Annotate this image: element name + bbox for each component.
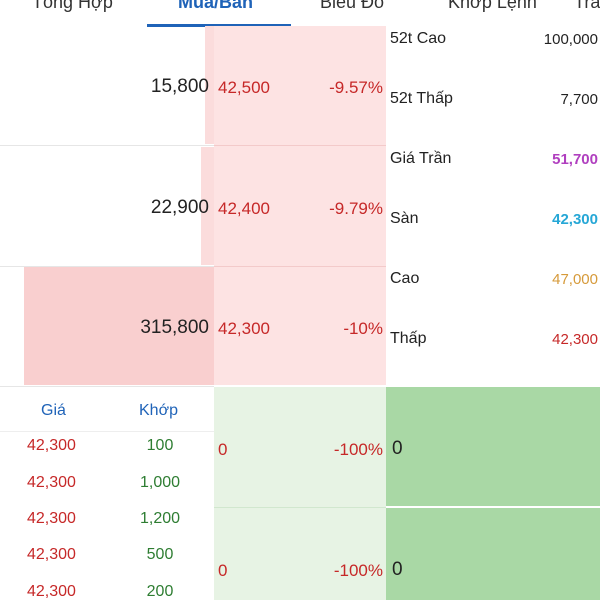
ask-price-column: [214, 26, 386, 385]
info-value-floor: 42,300: [552, 211, 598, 228]
trade-volume: 1,000: [139, 474, 181, 491]
ask-price[interactable]: 42,400: [218, 199, 270, 218]
tab-tra[interactable]: Tra: [574, 0, 600, 12]
trade-volume: 100: [146, 437, 174, 454]
info-value-low: 42,300: [552, 331, 598, 348]
info-label-low: Thấp: [390, 330, 427, 347]
ask-change: -9.57%: [329, 78, 383, 97]
trade-price: 42,300: [27, 546, 76, 563]
ask-price[interactable]: 42,300: [218, 319, 270, 338]
row-divider: [214, 145, 386, 146]
bid-price[interactable]: 0: [218, 561, 228, 580]
trade-volume: 500: [146, 546, 174, 563]
info-label-high: Cao: [390, 270, 420, 287]
tab-tong-hop[interactable]: Tổng Hợp: [32, 0, 113, 12]
trade-price: 42,300: [27, 437, 76, 454]
info-value-high: 47,000: [552, 271, 598, 288]
row-divider: [0, 266, 214, 267]
trade-price: 42,300: [27, 474, 76, 491]
row-divider: [214, 507, 386, 508]
bid-price[interactable]: 0: [218, 440, 228, 459]
row-divider: [0, 386, 214, 387]
trade-volume: 200: [146, 583, 174, 600]
trade-price: 42,300: [27, 583, 76, 600]
tab-mua-ban[interactable]: Mua/Bán: [178, 0, 254, 12]
bid-change: -100%: [333, 561, 383, 580]
info-value-52w-low: 7,700: [560, 91, 598, 108]
info-label-52w-high: 52t Cao: [390, 30, 447, 47]
ask-change: -10%: [343, 319, 383, 338]
ask-volume: 15,800: [150, 76, 209, 97]
bid-volume: 0: [392, 559, 403, 580]
bid-volume: 0: [392, 438, 403, 459]
info-value-ceiling: 51,700: [552, 151, 598, 168]
trades-header-price: Giá: [41, 402, 66, 419]
trade-volume: 1,200: [139, 510, 181, 527]
row-divider: [0, 145, 214, 146]
row-divider: [0, 431, 214, 432]
bid-price-column: [214, 387, 386, 600]
info-label-ceiling: Giá Trần: [390, 150, 452, 167]
ask-volume-bar: [24, 267, 214, 385]
ask-change: -9.79%: [329, 199, 383, 218]
row-divider: [214, 266, 386, 267]
ask-volume-bar: [201, 147, 214, 265]
bid-volume-bar: [386, 508, 600, 600]
info-label-floor: Sàn: [390, 210, 419, 227]
ask-volume: 315,800: [140, 317, 209, 338]
ask-volume: 22,900: [150, 197, 209, 218]
bid-change: -100%: [333, 440, 383, 459]
bid-volume-bar: [386, 387, 600, 506]
ask-volume-bar: [205, 26, 214, 144]
active-tab-indicator: [147, 24, 291, 27]
trade-price: 42,300: [27, 510, 76, 527]
ask-price[interactable]: 42,500: [218, 78, 270, 97]
info-value-52w-high: 100,000: [543, 31, 598, 48]
trades-header-volume: Khớp: [139, 402, 178, 419]
tab-bieu-do[interactable]: Biểu Đồ: [320, 0, 385, 12]
info-label-52w-low: 52t Thấp: [390, 90, 453, 107]
tab-khop-lenh[interactable]: Khớp Lệnh: [448, 0, 537, 12]
